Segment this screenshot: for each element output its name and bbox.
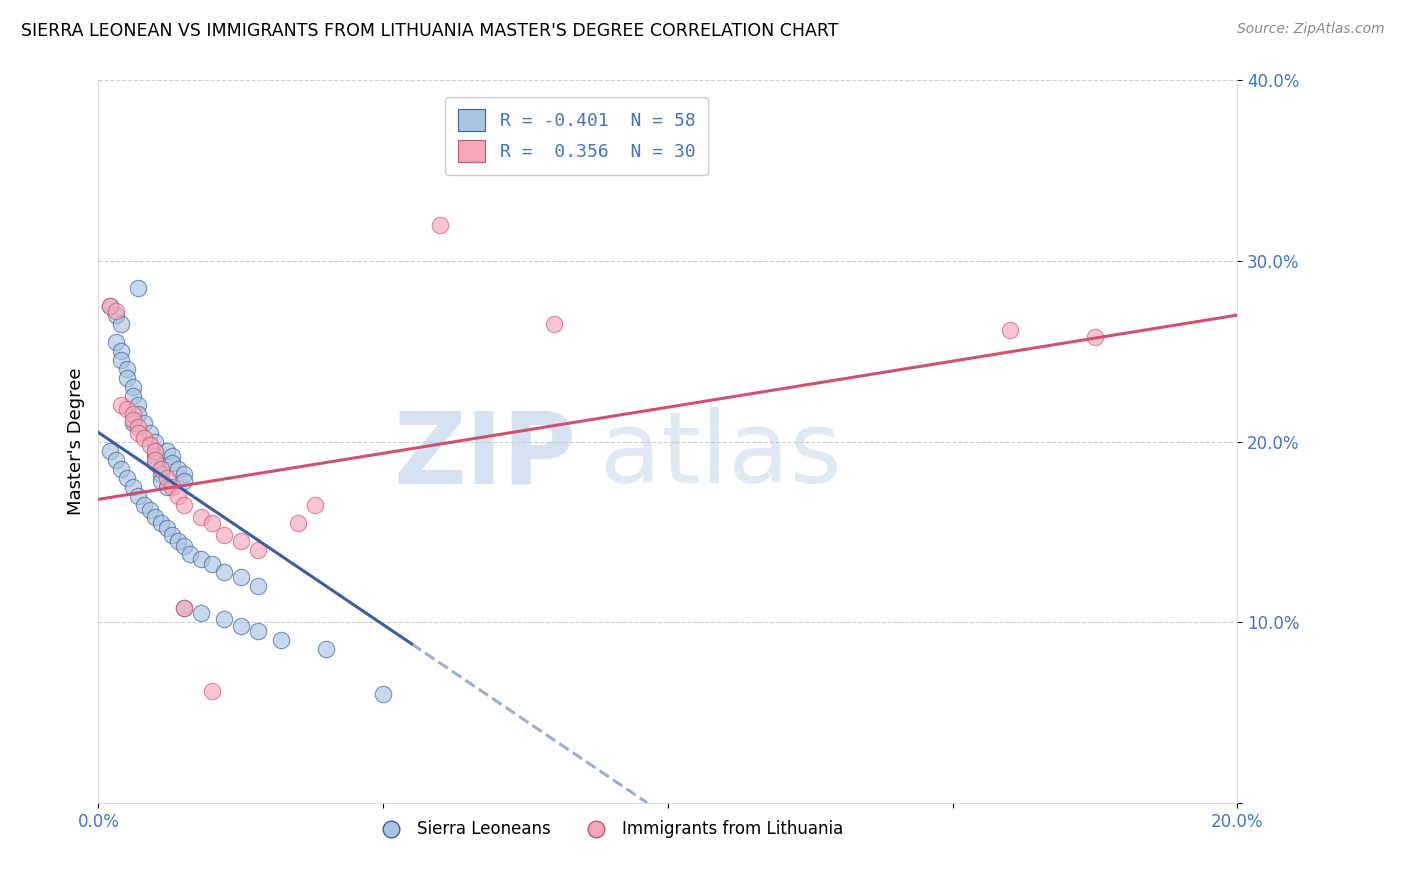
Point — [1084, 330, 1107, 344]
Point — [115, 471, 138, 485]
Point — [162, 449, 184, 463]
Point — [998, 322, 1021, 336]
Point — [145, 434, 167, 449]
Point — [150, 475, 173, 489]
Point — [429, 218, 451, 232]
Point — [173, 600, 195, 615]
Point — [115, 362, 138, 376]
Point — [121, 480, 143, 494]
Point — [246, 542, 269, 557]
Point — [167, 489, 190, 503]
Point — [201, 683, 224, 698]
Point — [138, 438, 160, 452]
Point — [212, 565, 235, 579]
Point — [127, 425, 149, 440]
Point — [127, 398, 149, 412]
Point — [162, 456, 184, 470]
Point — [145, 452, 167, 467]
Text: Source: ZipAtlas.com: Source: ZipAtlas.com — [1237, 22, 1385, 37]
Point — [212, 528, 235, 542]
Point — [150, 461, 173, 475]
Point — [121, 380, 143, 394]
Point — [98, 299, 121, 313]
Y-axis label: Master's Degree: Master's Degree — [66, 368, 84, 516]
Point — [127, 420, 149, 434]
Point — [145, 456, 167, 470]
Point — [156, 480, 179, 494]
Legend: Sierra Leoneans, Immigrants from Lithuania: Sierra Leoneans, Immigrants from Lithuan… — [371, 814, 851, 845]
Text: atlas: atlas — [599, 408, 841, 505]
Text: ZIP: ZIP — [394, 408, 576, 505]
Point — [115, 402, 138, 417]
Point — [162, 528, 184, 542]
Point — [173, 498, 195, 512]
Point — [121, 417, 143, 431]
Point — [162, 480, 184, 494]
Point — [132, 431, 155, 445]
Point — [145, 443, 167, 458]
Point — [145, 449, 167, 463]
Point — [121, 408, 143, 422]
Point — [145, 443, 167, 458]
Point — [104, 308, 127, 322]
Point — [98, 443, 121, 458]
Point — [173, 475, 195, 489]
Point — [270, 633, 292, 648]
Point — [150, 516, 173, 530]
Point — [229, 570, 252, 584]
Point — [127, 281, 149, 295]
Point — [287, 516, 309, 530]
Point — [110, 461, 132, 475]
Point — [110, 353, 132, 368]
Point — [110, 317, 132, 331]
Point — [190, 510, 212, 524]
Point — [115, 371, 138, 385]
Point — [373, 687, 395, 701]
Point — [127, 489, 149, 503]
Point — [104, 335, 127, 350]
Point — [173, 539, 195, 553]
Point — [156, 521, 179, 535]
Point — [150, 461, 173, 475]
Point — [104, 452, 127, 467]
Point — [98, 299, 121, 313]
Point — [156, 443, 179, 458]
Point — [173, 600, 195, 615]
Point — [229, 533, 252, 548]
Point — [138, 503, 160, 517]
Point — [190, 606, 212, 620]
Point — [246, 624, 269, 639]
Point — [110, 344, 132, 359]
Point — [156, 471, 179, 485]
Point — [150, 467, 173, 481]
Text: SIERRA LEONEAN VS IMMIGRANTS FROM LITHUANIA MASTER'S DEGREE CORRELATION CHART: SIERRA LEONEAN VS IMMIGRANTS FROM LITHUA… — [21, 22, 838, 40]
Point — [132, 417, 155, 431]
Point — [212, 611, 235, 625]
Point — [179, 547, 201, 561]
Point — [138, 425, 160, 440]
Point — [145, 510, 167, 524]
Point — [167, 461, 190, 475]
Point — [132, 498, 155, 512]
Point — [104, 304, 127, 318]
Point — [121, 413, 143, 427]
Point — [315, 642, 337, 657]
Point — [121, 389, 143, 403]
Point — [110, 398, 132, 412]
Point — [201, 516, 224, 530]
Point — [173, 467, 195, 481]
Point — [543, 317, 565, 331]
Point — [167, 533, 190, 548]
Point — [246, 579, 269, 593]
Point — [304, 498, 326, 512]
Point — [190, 552, 212, 566]
Point — [127, 408, 149, 422]
Point — [201, 558, 224, 572]
Point — [229, 619, 252, 633]
